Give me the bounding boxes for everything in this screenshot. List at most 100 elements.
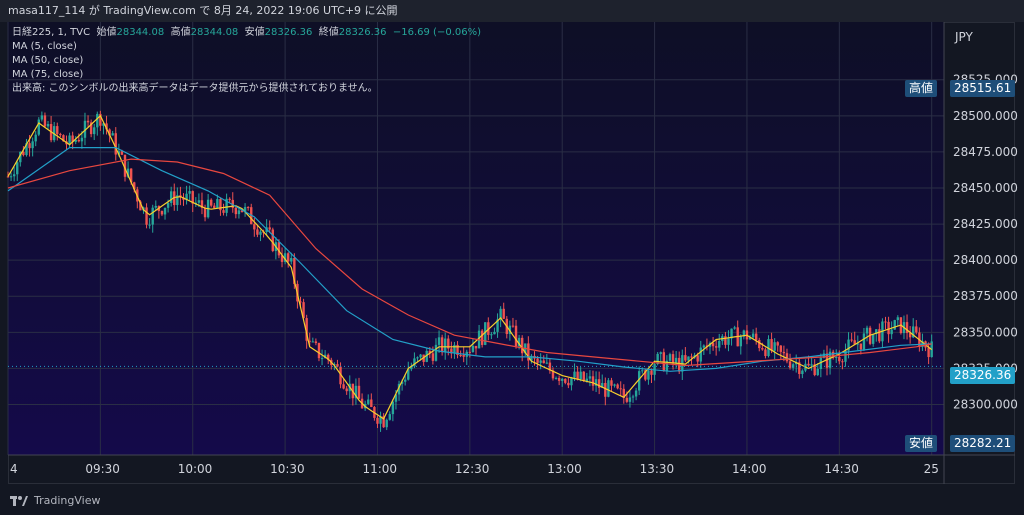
candle-body: [148, 224, 151, 226]
candle-body: [456, 344, 459, 356]
ohlc-row: 日経225, 1, TVC 始値28344.08 高値28344.08 安値28…: [12, 26, 481, 40]
candle-body: [259, 231, 262, 235]
candle-body: [459, 355, 462, 357]
candle-body: [616, 384, 619, 389]
candle-body: [875, 329, 878, 334]
candle-body: [847, 339, 850, 351]
candle-body: [659, 352, 662, 354]
candle-body: [499, 308, 502, 320]
ma50-legend[interactable]: MA (50, close): [12, 55, 84, 66]
candle-body: [133, 182, 136, 190]
candle-body: [514, 325, 518, 347]
candle-body: [835, 356, 838, 358]
candle-body: [253, 224, 256, 230]
candle-body: [111, 133, 114, 136]
candle-body: [773, 342, 776, 351]
candle-body: [277, 242, 281, 256]
candle-body: [62, 135, 65, 142]
candle-body: [810, 364, 813, 366]
candle-body: [240, 210, 244, 213]
candle-body: [591, 376, 595, 386]
candle-body: [96, 113, 99, 128]
candle-body: [619, 388, 622, 390]
candle-body: [385, 419, 388, 428]
candle-body: [896, 317, 900, 321]
volume-note: 出来高: このシンボルの出来高データはデータ提供元から提供されておりません。: [12, 83, 378, 94]
footer-bar: [0, 487, 1024, 515]
candle-body: [607, 380, 610, 397]
candle-body: [927, 347, 930, 358]
candle-body: [795, 362, 798, 365]
candle-body: [290, 258, 293, 262]
candle-body: [582, 371, 585, 382]
candle-body: [542, 360, 545, 364]
candle-body: [788, 361, 792, 368]
candle-body: [684, 355, 687, 361]
candle-body: [841, 361, 844, 363]
candle-body: [6, 176, 10, 178]
candle-body: [604, 383, 607, 397]
candle-body: [114, 133, 117, 155]
candle-body: [163, 207, 167, 215]
candle-body: [570, 377, 573, 386]
candle-body: [225, 198, 228, 213]
tradingview-brand[interactable]: TradingView: [10, 494, 100, 507]
ma75-legend[interactable]: MA (75, close): [12, 69, 84, 80]
candle-body: [169, 191, 173, 203]
candle-body: [280, 255, 284, 262]
candle-body: [12, 174, 16, 177]
candle-body: [367, 399, 370, 404]
candle-body: [71, 135, 74, 142]
candle-body: [314, 341, 318, 344]
candle-body: [444, 338, 447, 353]
candle-body: [527, 343, 530, 361]
candle-body: [74, 139, 77, 142]
candle-body: [9, 176, 13, 178]
candle-body: [271, 229, 274, 251]
x-tick-label: 13:30: [640, 462, 675, 476]
candle-body: [625, 397, 629, 402]
currency-label[interactable]: JPY: [955, 30, 973, 44]
candle-body: [490, 334, 493, 336]
candle-body: [779, 345, 783, 352]
candle-body: [770, 339, 773, 351]
candle-body: [579, 371, 582, 380]
candle-body: [40, 115, 44, 120]
candle-body: [671, 354, 675, 363]
low-label: 安値: [244, 27, 265, 38]
candle-body: [43, 115, 47, 127]
candle-body: [16, 162, 19, 175]
candle-body: [431, 353, 435, 361]
candle-body: [576, 371, 579, 380]
candle-body: [878, 329, 881, 342]
candle-body: [730, 328, 733, 339]
candle-body: [354, 385, 358, 399]
candle-body: [237, 210, 241, 215]
candle-body: [160, 211, 164, 215]
candle-body: [637, 371, 641, 391]
candle-body: [317, 343, 321, 359]
candle-body: [551, 370, 555, 379]
candle-body: [520, 337, 524, 354]
candle-body: [754, 333, 758, 340]
candle-body: [631, 396, 635, 398]
x-tick-label: 13:00: [547, 462, 582, 476]
ma5-line: [7, 114, 933, 420]
candle-body: [86, 120, 90, 123]
candle-body: [440, 337, 444, 353]
y-tick-label: 28425.000: [953, 217, 1018, 231]
candle-body: [647, 370, 650, 380]
candle-body: [22, 151, 25, 156]
candle-body: [668, 354, 672, 361]
candle-body: [391, 401, 395, 415]
last-price-tag: 28326.36: [950, 367, 1016, 384]
candle-body: [434, 344, 438, 361]
candle-body: [219, 199, 222, 211]
y-tick-label: 28300.000: [953, 397, 1018, 411]
x-tick-label: 09:30: [85, 462, 120, 476]
candle-body: [93, 127, 96, 135]
ma5-legend[interactable]: MA (5, close): [12, 41, 77, 52]
open-label: 始値: [96, 27, 117, 38]
candle-body: [154, 205, 157, 208]
candle-body: [733, 327, 736, 329]
